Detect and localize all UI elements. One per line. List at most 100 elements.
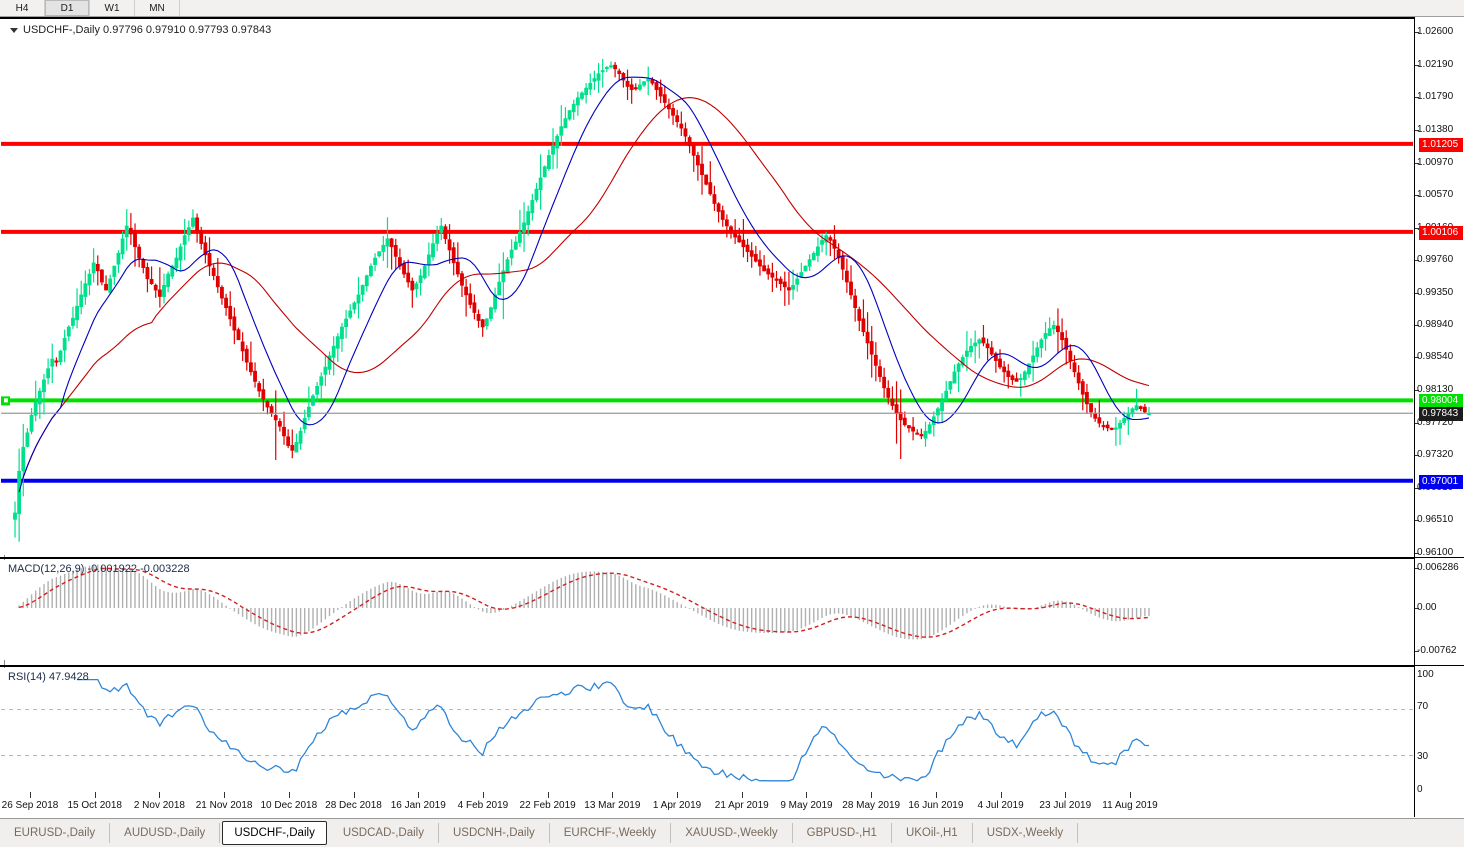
candle-body <box>439 225 444 233</box>
candle-body <box>207 253 212 267</box>
candle-body <box>182 235 187 245</box>
chart-tab-audusd-daily[interactable]: AUDUSD-,Daily <box>110 823 221 843</box>
chart-tab-usdchf-daily[interactable]: USDCHF-,Daily <box>222 821 327 845</box>
date-tick-mark <box>871 792 873 798</box>
candle-body <box>323 366 328 375</box>
candle-body <box>294 442 299 453</box>
chart-tab-bar: EURUSD-,Daily AUDUSD-,Daily USDCHF-,Daily U… <box>0 818 1464 847</box>
candle-body <box>501 270 506 283</box>
candle-body <box>315 385 320 395</box>
candle-body <box>687 137 692 147</box>
date-tick-label: 28 Dec 2018 <box>325 800 382 811</box>
date-tick-mark <box>935 792 937 798</box>
macd-plot[interactable] <box>1 560 1413 660</box>
price-tick-label: 0.98540 <box>1417 351 1454 363</box>
date-tick-label: 11 Aug 2019 <box>1102 800 1158 811</box>
chart-tab-ukoil-h1[interactable]: UKOil-,H1 <box>892 823 973 843</box>
macd-panel[interactable] <box>1 560 1413 660</box>
price-badge-0-97001[interactable]: 0.97001 <box>1419 474 1463 489</box>
level-anchor-green-dot <box>4 398 8 403</box>
rsi-plot[interactable] <box>1 668 1413 798</box>
price-tick-mark <box>1415 325 1419 327</box>
price-badge-0-98004[interactable]: 0.98004 <box>1419 394 1463 409</box>
candle-body <box>1068 350 1073 361</box>
chart-tab-eurchf-weekly[interactable]: EURCHF-,Weekly <box>550 823 672 843</box>
candle-body <box>472 302 477 313</box>
candle-body <box>873 354 878 366</box>
candle-body <box>497 281 502 296</box>
candle-body <box>1002 366 1007 373</box>
candle-body <box>613 64 618 70</box>
candle-body <box>724 219 729 227</box>
chart-tab-gbpusd-h1[interactable]: GBPUSD-,H1 <box>793 823 892 843</box>
timeframe-button-h4[interactable]: H4 <box>0 0 45 16</box>
price-tick-label: 0.98940 <box>1417 319 1454 331</box>
candle-body <box>563 118 568 129</box>
candle-body <box>675 115 680 123</box>
date-tick-mark <box>418 792 420 798</box>
candle-body <box>340 326 344 340</box>
candle-body <box>79 294 84 308</box>
candle-body <box>559 126 564 136</box>
date-tick-label: 16 Jan 2019 <box>390 800 446 811</box>
candle-body <box>186 227 191 235</box>
candle-body <box>393 244 398 257</box>
candle-body <box>21 446 26 472</box>
price-tick-label: 1.00570 <box>1417 188 1454 200</box>
timeframe-button-d1[interactable]: D1 <box>45 0 90 16</box>
chart-tab-usdcad-daily[interactable]: USDCAD-,Daily <box>329 823 439 843</box>
candle-body <box>29 414 34 432</box>
candle-body <box>447 239 452 251</box>
timeframe-toolbar: H4 D1 W1 MN <box>0 0 1464 17</box>
candle-body <box>54 360 59 363</box>
price-badge-1-00106[interactable]: 1.00106 <box>1419 225 1463 240</box>
price-tick-mark <box>1415 423 1419 425</box>
candle-body <box>37 390 42 405</box>
candle-body <box>600 70 605 73</box>
price-tick-mark <box>1415 194 1419 196</box>
collapse-triangle-icon[interactable] <box>10 27 18 33</box>
price-badge-1-01205[interactable]: 1.01205 <box>1419 137 1463 152</box>
candle-body <box>1047 328 1052 336</box>
candle-body <box>633 87 638 90</box>
price-badge-0-97843[interactable]: 0.97843 <box>1419 407 1463 422</box>
candle-body <box>1113 427 1118 430</box>
candle-body <box>998 358 1002 368</box>
price-axis[interactable]: 1.02600 1.02190 1.01790 1.01380 1.00970 1.005… <box>1414 17 1464 817</box>
candlestick-plot[interactable] <box>1 19 1413 555</box>
rsi-panel[interactable] <box>1 668 1413 798</box>
candle-body <box>42 379 46 393</box>
candle-body <box>277 421 282 427</box>
date-tick-label: 9 May 2019 <box>780 800 833 811</box>
chart-tab-usdcnh-daily[interactable]: USDCNH-,Daily <box>439 823 550 843</box>
axis-separator <box>1414 665 1464 666</box>
candle-body <box>290 445 295 451</box>
chart-tab-eurusd-daily[interactable]: EURUSD-,Daily <box>0 823 111 843</box>
candle-body <box>162 284 166 297</box>
chart-tab-usdx-weekly[interactable]: USDX-,Weekly <box>973 823 1079 843</box>
candle-body <box>153 284 158 291</box>
candle-body <box>253 370 257 382</box>
candle-body <box>1089 403 1093 413</box>
candle-body <box>145 267 150 280</box>
candle-body <box>542 166 547 178</box>
candle-body <box>720 210 725 220</box>
candle-body <box>298 430 303 444</box>
candle-body <box>489 307 493 319</box>
candle-body <box>178 246 183 261</box>
chart-tab-xauusd-weekly[interactable]: XAUUSD-,Weekly <box>671 823 793 843</box>
date-tick-label: 10 Dec 2018 <box>260 800 318 811</box>
candle-body <box>753 254 758 262</box>
candle-body <box>269 406 274 414</box>
candle-body <box>787 287 791 291</box>
candle-body <box>522 222 526 233</box>
price-panel[interactable] <box>1 19 1413 555</box>
timeframe-button-mn[interactable]: MN <box>135 0 180 16</box>
candle-body <box>1105 424 1110 429</box>
candle-body <box>431 243 435 258</box>
macd-tick-label: -0.00762 <box>1417 645 1457 656</box>
candle-body <box>282 426 286 437</box>
date-tick-mark <box>1065 792 1067 798</box>
timeframe-button-w1[interactable]: W1 <box>90 0 135 16</box>
candle-body <box>803 265 808 272</box>
